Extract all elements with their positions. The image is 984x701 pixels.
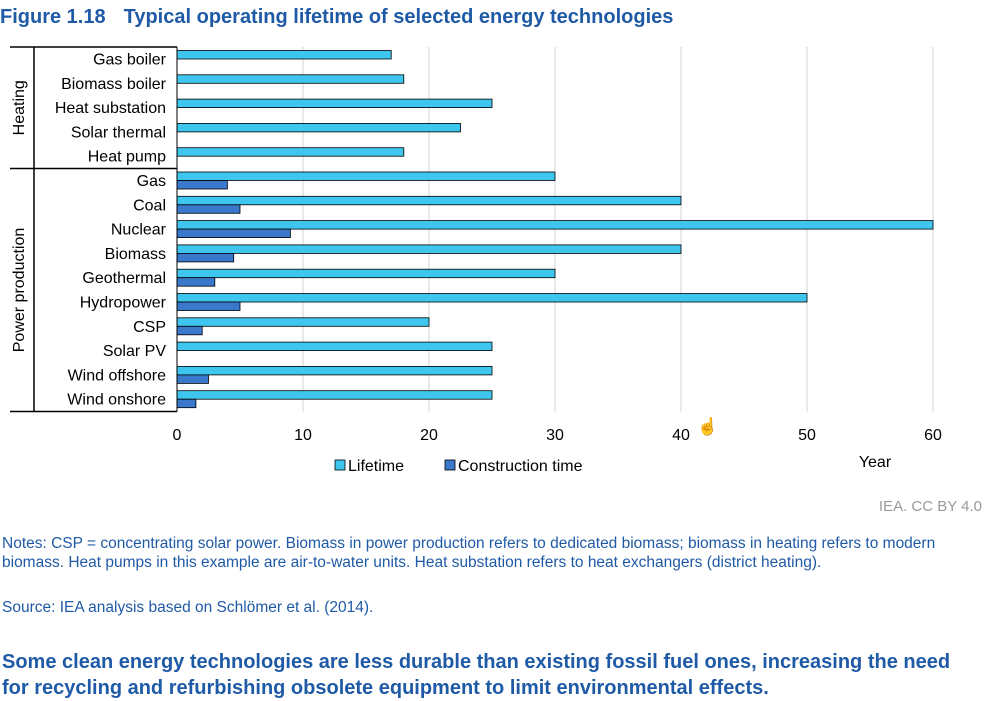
category-label-wind-offshore: Wind offshore bbox=[68, 367, 167, 384]
category-label-coal: Coal bbox=[133, 197, 166, 214]
bar-construction-biomass bbox=[176, 252, 235, 263]
x-axis-label: Year bbox=[859, 454, 892, 471]
bar-lifetime-biomass bbox=[176, 244, 682, 254]
category-label-nuclear: Nuclear bbox=[111, 222, 167, 239]
category-label-wind-onshore: Wind onshore bbox=[67, 392, 166, 409]
bar-lifetime-gas bbox=[176, 171, 556, 181]
notes-text: Notes: CSP = concentrating solar power. … bbox=[2, 535, 936, 571]
category-label-biomass-boiler: Biomass boiler bbox=[61, 76, 167, 93]
x-tick-label-0: 0 bbox=[173, 427, 182, 444]
bar-lifetime-biomass-boiler bbox=[176, 74, 405, 84]
category-label-gas: Gas bbox=[137, 173, 166, 190]
legend-construction-time-label: Construction time bbox=[458, 458, 583, 475]
x-tick-label-30: 30 bbox=[546, 427, 564, 444]
hand-cursor-icon: ☝ bbox=[697, 417, 719, 436]
bar-chart: 0 10 20 30 40 50 60 Year Gas boiler Biomass boile… bbox=[10, 46, 942, 475]
bar-lifetime-hydropower bbox=[176, 293, 808, 303]
x-tick-label-60: 60 bbox=[924, 427, 942, 444]
bar-lifetime-gas-boiler bbox=[176, 50, 392, 60]
bar-lifetime-heat-pump bbox=[176, 147, 405, 157]
x-tick-label-50: 50 bbox=[798, 427, 816, 444]
bar-construction-geothermal bbox=[176, 277, 216, 287]
category-label-heat-substation: Heat substation bbox=[55, 100, 166, 117]
source-text: Source: IEA analysis based on Schlömer e… bbox=[2, 599, 374, 616]
legend-lifetime-label: Lifetime bbox=[348, 458, 404, 475]
bar-lifetime-csp bbox=[176, 317, 430, 327]
category-label-biomass: Biomass bbox=[105, 246, 166, 263]
category-label-hydropower: Hydropower bbox=[80, 295, 167, 312]
bar-lifetime-solar-thermal bbox=[176, 123, 461, 133]
bar-lifetime-geothermal bbox=[176, 268, 556, 279]
bar-lifetime-wind-onshore bbox=[176, 390, 493, 400]
legend-construction-time-swatch bbox=[444, 459, 456, 471]
figure-number: Figure 1.18 bbox=[0, 6, 106, 28]
category-label-solar-thermal: Solar thermal bbox=[71, 124, 166, 141]
bar-construction-nuclear bbox=[176, 228, 291, 239]
bar-construction-coal bbox=[176, 204, 241, 214]
bar-lifetime-solar-pv bbox=[176, 341, 493, 352]
bar-construction-csp bbox=[176, 325, 203, 336]
group-label-heating: Heating bbox=[11, 80, 28, 135]
legend-lifetime-swatch bbox=[334, 459, 346, 471]
bar-lifetime-coal bbox=[176, 195, 682, 206]
category-label-solar-pv: Solar PV bbox=[103, 343, 166, 360]
category-label-gas-boiler: Gas boiler bbox=[93, 52, 167, 69]
bar-lifetime-nuclear bbox=[176, 220, 934, 230]
bar-construction-wind-onshore bbox=[176, 398, 197, 409]
bar-construction-wind-offshore bbox=[176, 374, 209, 384]
group-label-power-production: Power production bbox=[11, 228, 28, 353]
category-label-geothermal: Geothermal bbox=[82, 270, 166, 287]
takeaway-text: Some clean energy technologies are less … bbox=[2, 651, 951, 699]
x-tick-label-20: 20 bbox=[420, 427, 438, 444]
x-tick-label-10: 10 bbox=[294, 427, 312, 444]
figure-title-text: Typical operating lifetime of selected e… bbox=[123, 6, 674, 28]
category-label-csp: CSP bbox=[133, 319, 166, 336]
bar-construction-hydropower bbox=[176, 301, 241, 311]
bar-construction-gas bbox=[176, 180, 228, 190]
bar-lifetime-heat-substation bbox=[176, 98, 493, 108]
x-tick-label-40: 40 bbox=[672, 427, 690, 444]
category-label-heat-pump: Heat pump bbox=[88, 149, 166, 166]
figure-title: Figure 1.18 Typical operating lifetime of… bbox=[0, 6, 673, 29]
bar-lifetime-wind-offshore bbox=[176, 365, 493, 376]
credit-text: IEA. CC BY 4.0 bbox=[878, 498, 982, 515]
